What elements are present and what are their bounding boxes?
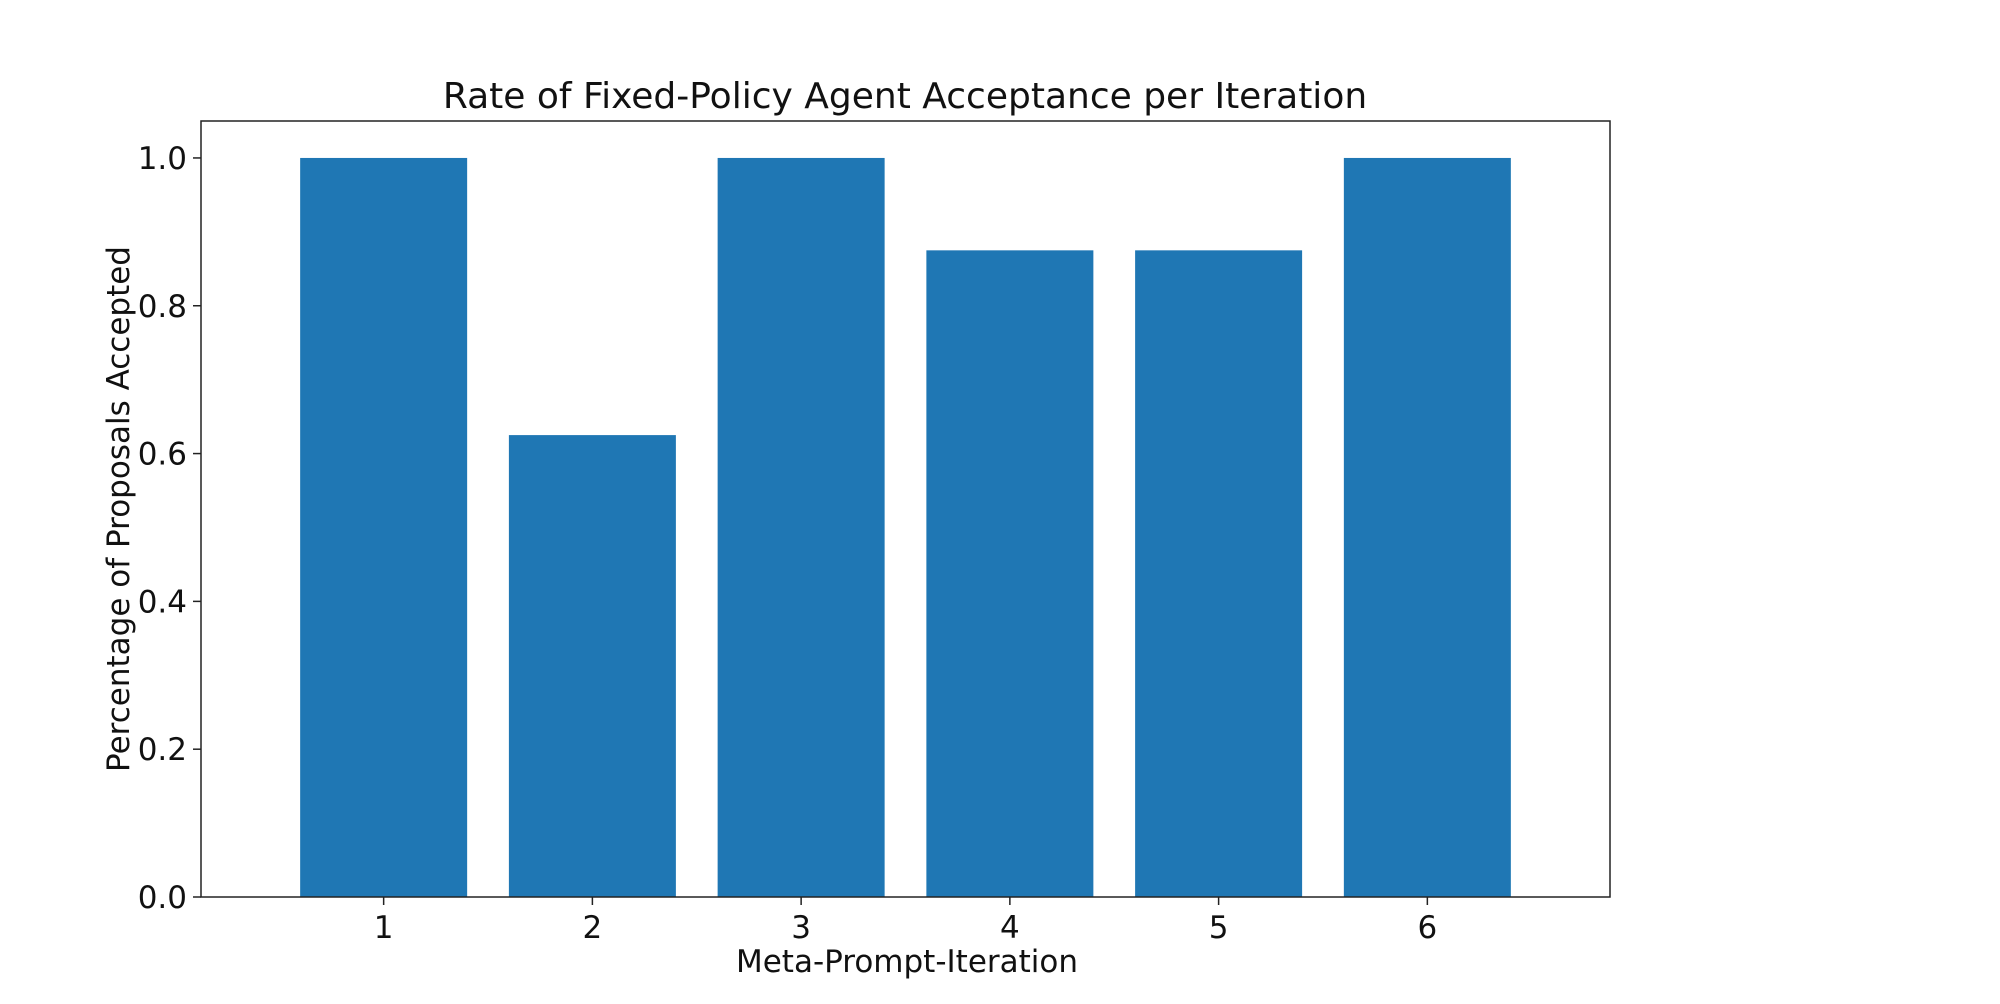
x-tick-label-5: 5: [1209, 910, 1229, 946]
y-tick-label-0.8: 0.8: [138, 289, 187, 325]
bar-2: [508, 435, 676, 897]
bar-1: [300, 157, 468, 897]
plot-frame: [200, 120, 1611, 898]
y-tick-label-0.6: 0.6: [138, 437, 187, 473]
y-tick-label-1.0: 1.0: [138, 141, 187, 177]
x-tick-label-1: 1: [374, 910, 394, 946]
y-tick-label-0.0: 0.0: [138, 880, 187, 916]
y-tick-label-0.4: 0.4: [138, 584, 187, 620]
bar-3: [717, 157, 885, 897]
chart-title: Rate of Fixed-Policy Agent Acceptance pe…: [443, 76, 1367, 117]
bar-4: [926, 250, 1094, 898]
bar-6: [1343, 157, 1511, 897]
x-axis-label: Meta-Prompt-Iteration: [736, 944, 1078, 980]
y-axis-label: Percentage of Proposals Accepted: [101, 246, 137, 772]
y-tick-label-0.2: 0.2: [138, 732, 187, 768]
x-tick-label-3: 3: [791, 910, 811, 946]
bars-layer: [300, 157, 1511, 898]
x-tick-label-6: 6: [1417, 910, 1437, 946]
x-axis-ticks: 1 2 3 4 5 6: [374, 897, 1437, 946]
x-tick-label-2: 2: [583, 910, 603, 946]
y-axis-ticks: 0.0 0.2 0.4 0.6 0.8 1.0: [138, 141, 201, 916]
x-tick-label-4: 4: [1000, 910, 1020, 946]
bar-5: [1135, 250, 1303, 898]
